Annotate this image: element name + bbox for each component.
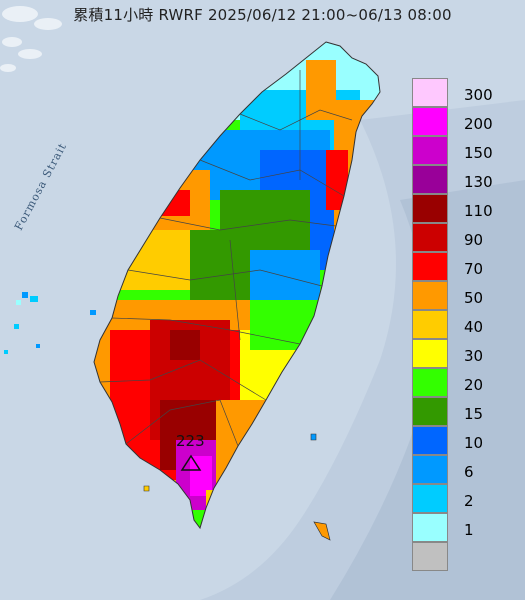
- legend-label: 70: [464, 259, 484, 278]
- legend-label: 1: [464, 520, 474, 539]
- legend-swatch: [412, 136, 448, 165]
- legend-label: 20: [464, 375, 484, 394]
- legend-swatch: [412, 252, 448, 281]
- legend-label: 90: [464, 230, 484, 249]
- legend-label: 300: [464, 85, 493, 104]
- county-borders: [99, 70, 353, 447]
- legend-swatch: [412, 281, 448, 310]
- peak-value-label: 223: [176, 432, 205, 450]
- legend-label: 50: [464, 288, 484, 307]
- legend-swatch: [412, 339, 448, 368]
- legend-swatch: [412, 107, 448, 136]
- legend-swatch: [412, 368, 448, 397]
- legend-swatch: [412, 310, 448, 339]
- legend-label: 2: [464, 491, 474, 510]
- cloud-patches: [0, 6, 62, 72]
- legend-label: 130: [464, 172, 493, 191]
- legend-swatch: [412, 455, 448, 484]
- legend-swatch: [412, 165, 448, 194]
- legend-swatch: [412, 397, 448, 426]
- map-title: 累積11小時 RWRF 2025/06/12 21:00~06/13 08:00: [73, 6, 452, 24]
- legend-label: 110: [464, 201, 493, 220]
- legend-swatch: [412, 542, 448, 571]
- island-outline: [93, 41, 381, 530]
- offshore-rain-pixels: [4, 292, 96, 354]
- legend-swatch: [412, 223, 448, 252]
- legend-label: 30: [464, 346, 484, 365]
- legend-label: 6: [464, 462, 474, 481]
- legend-label: 200: [464, 114, 493, 133]
- legend-label: 10: [464, 433, 484, 452]
- legend-label: 150: [464, 143, 493, 162]
- legend-label: 40: [464, 317, 484, 336]
- legend-swatch: [412, 484, 448, 513]
- legend-label: 15: [464, 404, 484, 423]
- outlying-island: [310, 433, 317, 441]
- outlying-island: [313, 521, 331, 541]
- triangle-marker-icon: [180, 454, 202, 471]
- rainfall-legend: 300 200 150 130 110 90 70 50 40 30 20 15 10 6 2 1: [412, 78, 522, 571]
- legend-swatch: [412, 513, 448, 542]
- legend-swatch: [412, 194, 448, 223]
- legend-swatch: [412, 78, 448, 107]
- legend-swatch: [412, 426, 448, 455]
- outlying-island: [143, 485, 150, 492]
